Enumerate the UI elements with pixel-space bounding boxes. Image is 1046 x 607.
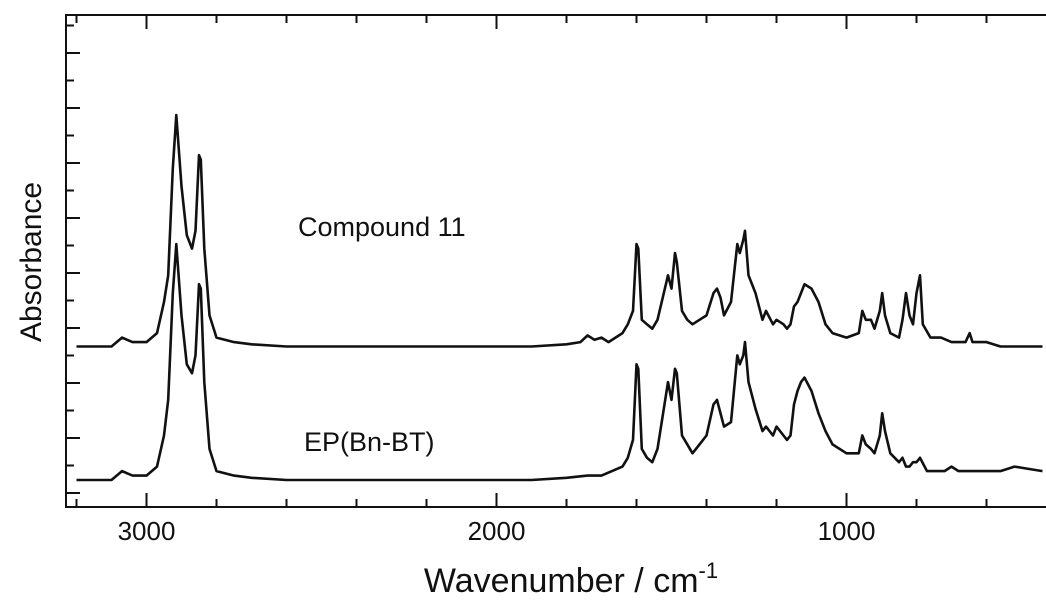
x-tick-label: 1000 — [818, 516, 876, 546]
x-axis-title-main: Wavenumber / cm — [424, 562, 699, 600]
plot-frame — [65, 14, 1046, 508]
x-axis-title: Wavenumber / cm-1 — [424, 558, 718, 600]
x-tick-label: 2000 — [468, 516, 526, 546]
x-tick-label: 3000 — [118, 516, 176, 546]
spectrum-line-ep-bn-bt — [76, 242, 1043, 482]
ticks-layer: 3000 2000 1000 — [66, 15, 988, 546]
series-layer — [76, 113, 1043, 482]
series-label-compound-11: Compound 11 — [298, 212, 466, 242]
x-axis-title-superscript: -1 — [699, 558, 719, 583]
spectrum-line-compound-11 — [76, 113, 1043, 348]
series-label-ep-bn-bt: EP(Bn-BT) — [304, 427, 435, 457]
y-axis-title: Absorbance — [15, 182, 48, 342]
